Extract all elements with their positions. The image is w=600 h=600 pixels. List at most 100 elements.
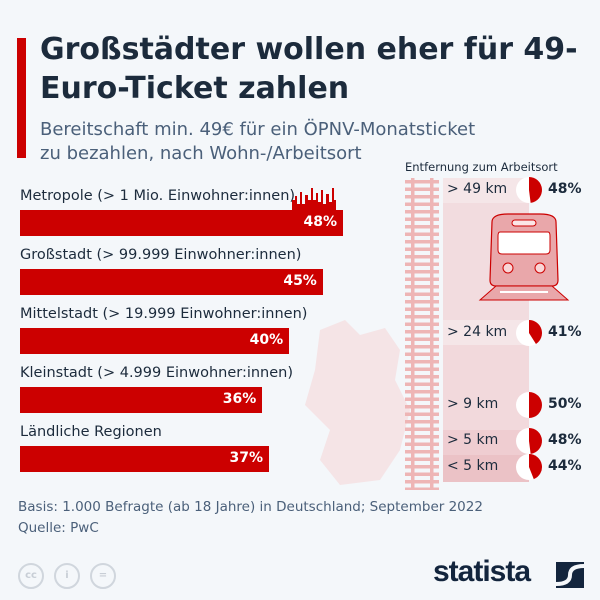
rail-sleeper [405, 292, 439, 296]
pie-slice [529, 177, 542, 203]
rail-sleeper [405, 285, 439, 289]
bar-value-label: 45% [283, 273, 317, 289]
bar-value-label: 40% [249, 332, 284, 348]
distance-value-label: 44% [548, 458, 582, 474]
rail-sleeper [405, 420, 439, 424]
distance-title: Entfernung zum Arbeitsort [405, 160, 558, 174]
rail-sleeper [405, 300, 439, 304]
no-derivatives-icon[interactable]: = [90, 563, 116, 589]
rail-sleeper [405, 322, 439, 326]
rail-sleeper [405, 405, 439, 409]
cc-license-icon[interactable]: cc [18, 563, 44, 589]
rail-sleeper [405, 255, 439, 259]
band-row [443, 320, 529, 345]
source-notes: Basis: 1.000 Befragte (ab 18 Jahre) in D… [18, 497, 483, 539]
rail [411, 178, 415, 490]
pie-slice [529, 454, 542, 480]
rail-sleeper [405, 277, 439, 281]
rail-sleeper [405, 262, 439, 266]
rail-sleeper [405, 487, 439, 490]
pie-chart [516, 177, 542, 203]
bar: 37% [20, 446, 269, 472]
distance-label: > 5 km [447, 432, 499, 448]
rail-sleeper [405, 225, 439, 229]
distance-label: < 5 km [447, 458, 499, 474]
rail-sleeper [405, 360, 439, 364]
subtitle: Bereitschaft min. 49€ für ein ÖPNV-Monat… [40, 118, 475, 166]
distance-label: > 49 km [447, 181, 508, 197]
rail-sleeper [405, 315, 439, 319]
rail-sleeper [405, 202, 439, 206]
source-basis: Basis: 1.000 Befragte (ab 18 Jahre) in D… [18, 499, 483, 515]
bar-value-label: 36% [222, 391, 257, 407]
pie-chart [516, 320, 542, 346]
rail-sleeper [405, 307, 439, 311]
rail-sleeper [405, 472, 439, 476]
germany-map-icon [305, 320, 410, 485]
rail [430, 178, 434, 490]
distance-value-label: 48% [548, 181, 582, 197]
pie-chart [516, 428, 542, 454]
bar-value-label: 37% [229, 450, 263, 466]
title-accent [17, 38, 26, 158]
band-row [443, 430, 529, 455]
statista-logo[interactable]: statista [433, 555, 531, 588]
category-label: Ländliche Regionen [20, 424, 162, 440]
rail-sleeper [405, 247, 439, 251]
category-label: Metropole (> 1 Mio. Einwohner:innen) [20, 188, 296, 204]
rail-sleeper [405, 180, 439, 184]
subtitle-line-1: Bereitschaft min. 49€ für ein ÖPNV-Monat… [40, 119, 476, 140]
rail-sleeper [405, 352, 439, 356]
bar: 48% [20, 210, 344, 236]
distance-value-label: 41% [548, 324, 582, 340]
category-label: Großstadt (> 99.999 Einwohner:innen) [20, 247, 302, 263]
rail-sleeper [405, 442, 439, 446]
attribution-icon[interactable]: i [54, 563, 80, 589]
rail-sleeper [405, 345, 439, 349]
rail-sleeper [405, 465, 439, 469]
rail-sleeper [405, 187, 439, 191]
bar: 36% [20, 387, 263, 413]
rail-sleeper [405, 375, 439, 379]
rail-sleeper [405, 480, 439, 484]
train-icon [478, 213, 570, 301]
rail-sleeper [405, 457, 439, 461]
skyline-icon [292, 188, 336, 210]
bar: 45% [20, 269, 323, 295]
bar: 40% [20, 328, 290, 354]
rail-sleeper [405, 330, 439, 334]
category-label: Kleinstadt (> 4.999 Einwohner:innen) [20, 365, 294, 381]
pie-slice [529, 428, 542, 454]
subtitle-line-2: zu bezahlen, nach Wohn-/Arbeitsort [40, 143, 362, 164]
railway-track-icon [405, 178, 439, 490]
rail-sleeper [405, 390, 439, 394]
bar-value-label: 48% [303, 214, 338, 230]
band-row [443, 178, 529, 203]
distance-label: > 9 km [447, 396, 499, 412]
rail-sleeper [405, 337, 439, 341]
band-row [443, 455, 529, 482]
distance-value-label: 50% [548, 396, 582, 412]
statista-logo-mark-icon [556, 562, 584, 588]
rail-sleeper [405, 367, 439, 371]
category-label: Mittelstadt (> 19.999 Einwohner:innen) [20, 306, 308, 322]
rail-sleeper [405, 270, 439, 274]
distance-label: > 24 km [447, 324, 508, 340]
pie-chart [516, 454, 542, 480]
rail-sleeper [405, 210, 439, 214]
pie-slice [529, 392, 542, 418]
rail-sleeper [405, 382, 439, 386]
pie-slice [529, 320, 542, 344]
rail-sleeper [405, 450, 439, 454]
rail-sleeper [405, 412, 439, 416]
rail-sleeper [405, 435, 439, 439]
page-title: Großstädter wollen eher für 49-Euro-Tick… [40, 32, 578, 106]
band-row [443, 345, 529, 430]
rail-sleeper [405, 217, 439, 221]
rail-sleeper [405, 427, 439, 431]
rail-sleeper [405, 397, 439, 401]
rail-sleeper [405, 240, 439, 244]
rail-sleeper [405, 195, 439, 199]
pie-chart [516, 392, 542, 418]
rail-sleeper [405, 232, 439, 236]
